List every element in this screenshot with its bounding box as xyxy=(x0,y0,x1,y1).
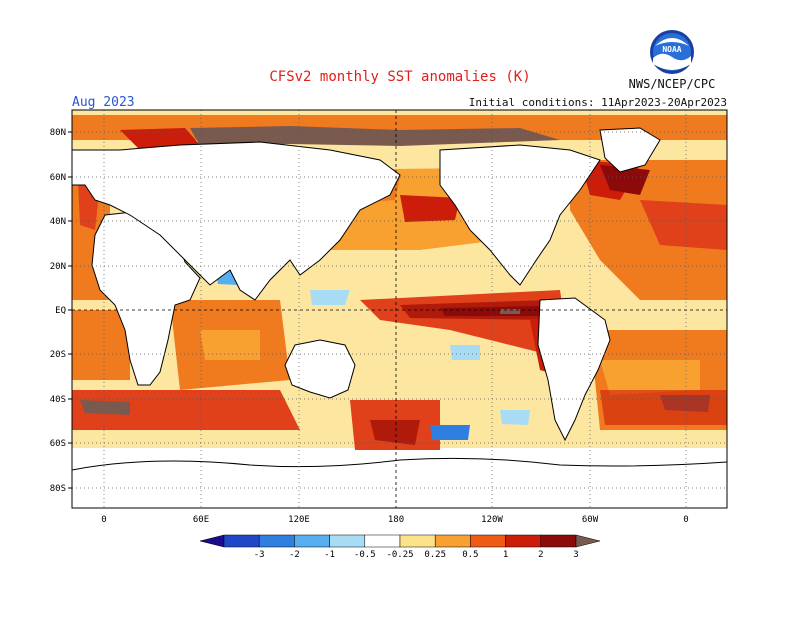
colorbar-arrow-high xyxy=(575,534,601,548)
lat-tick-marks xyxy=(68,131,72,489)
map-frame xyxy=(71,109,728,509)
colorbar-arrow-low xyxy=(199,534,225,548)
map-title: CFSv2 monthly SST anomalies (K) xyxy=(269,69,530,85)
initial-conditions: Initial conditions: 11Apr2023-20Apr2023 xyxy=(469,96,727,109)
lon-tick: 0 xyxy=(101,515,106,525)
period-label: Aug 2023 xyxy=(72,95,135,110)
lat-tick: 20N xyxy=(50,262,66,272)
lon-axis: 0 60E 120E 180 120W 60W 0 xyxy=(101,515,688,525)
noaa-logo: NOAA xyxy=(650,30,694,74)
lat-tick: 40N xyxy=(50,217,66,227)
colorbar-label: 3 xyxy=(573,550,578,560)
colorbar-label: -3 xyxy=(254,550,265,560)
lat-tick: 80N xyxy=(50,128,66,138)
colorbar-segment xyxy=(364,534,401,548)
colorbar-segment xyxy=(470,534,506,548)
north-america xyxy=(439,144,601,286)
colorbar-segment xyxy=(329,534,366,548)
lat-tick: 60N xyxy=(50,173,66,183)
lat-tick: 20S xyxy=(50,350,66,360)
south-america xyxy=(537,297,611,442)
lon-tick: 180 xyxy=(388,515,404,525)
lat-tick: 80S xyxy=(50,484,66,494)
colorbar-label: -0.25 xyxy=(386,550,413,560)
colorbar-label: 0.25 xyxy=(424,550,446,560)
colorbar-segment xyxy=(434,534,471,548)
colorbar-segment xyxy=(505,534,542,548)
colorbar-label: 0.5 xyxy=(462,550,478,560)
colorbar: -3 -2 -1 -0.5 -0.25 0.25 0.5 1 2 3 xyxy=(199,534,601,560)
lat-tick: 40S xyxy=(50,395,66,405)
lon-tick: 120E xyxy=(288,515,310,525)
antarctic-region xyxy=(72,448,727,508)
lat-axis: 80N 60N 40N 20N EQ 20S 40S 60S 80S xyxy=(50,128,66,494)
greenland xyxy=(599,127,661,173)
lon-tick: 60W xyxy=(582,515,599,525)
colorbar-label: 2 xyxy=(538,550,543,560)
lon-tick: 120W xyxy=(481,515,503,525)
colorbar-label: -2 xyxy=(289,550,300,560)
lat-tick: EQ xyxy=(55,306,66,316)
australia xyxy=(284,339,356,399)
colorbar-segment xyxy=(540,534,577,548)
colorbar-segment xyxy=(258,534,295,548)
antarctica xyxy=(72,457,727,471)
lon-tick: 60E xyxy=(193,515,209,525)
agency-label: NWS/NCEP/CPC xyxy=(629,77,716,91)
lon-tick: 0 xyxy=(683,515,688,525)
noaa-logo-text: NOAA xyxy=(662,45,681,54)
colorbar-segment xyxy=(223,534,260,548)
sst-map xyxy=(72,110,727,508)
colorbar-label: 1 xyxy=(503,550,508,560)
reference-lines xyxy=(72,110,727,508)
colorbar-label: -1 xyxy=(324,550,335,560)
colorbar-segment xyxy=(294,534,330,548)
colorbar-label: -0.5 xyxy=(354,550,376,560)
lat-tick: 60S xyxy=(50,439,66,449)
colorbar-segment xyxy=(399,534,436,548)
